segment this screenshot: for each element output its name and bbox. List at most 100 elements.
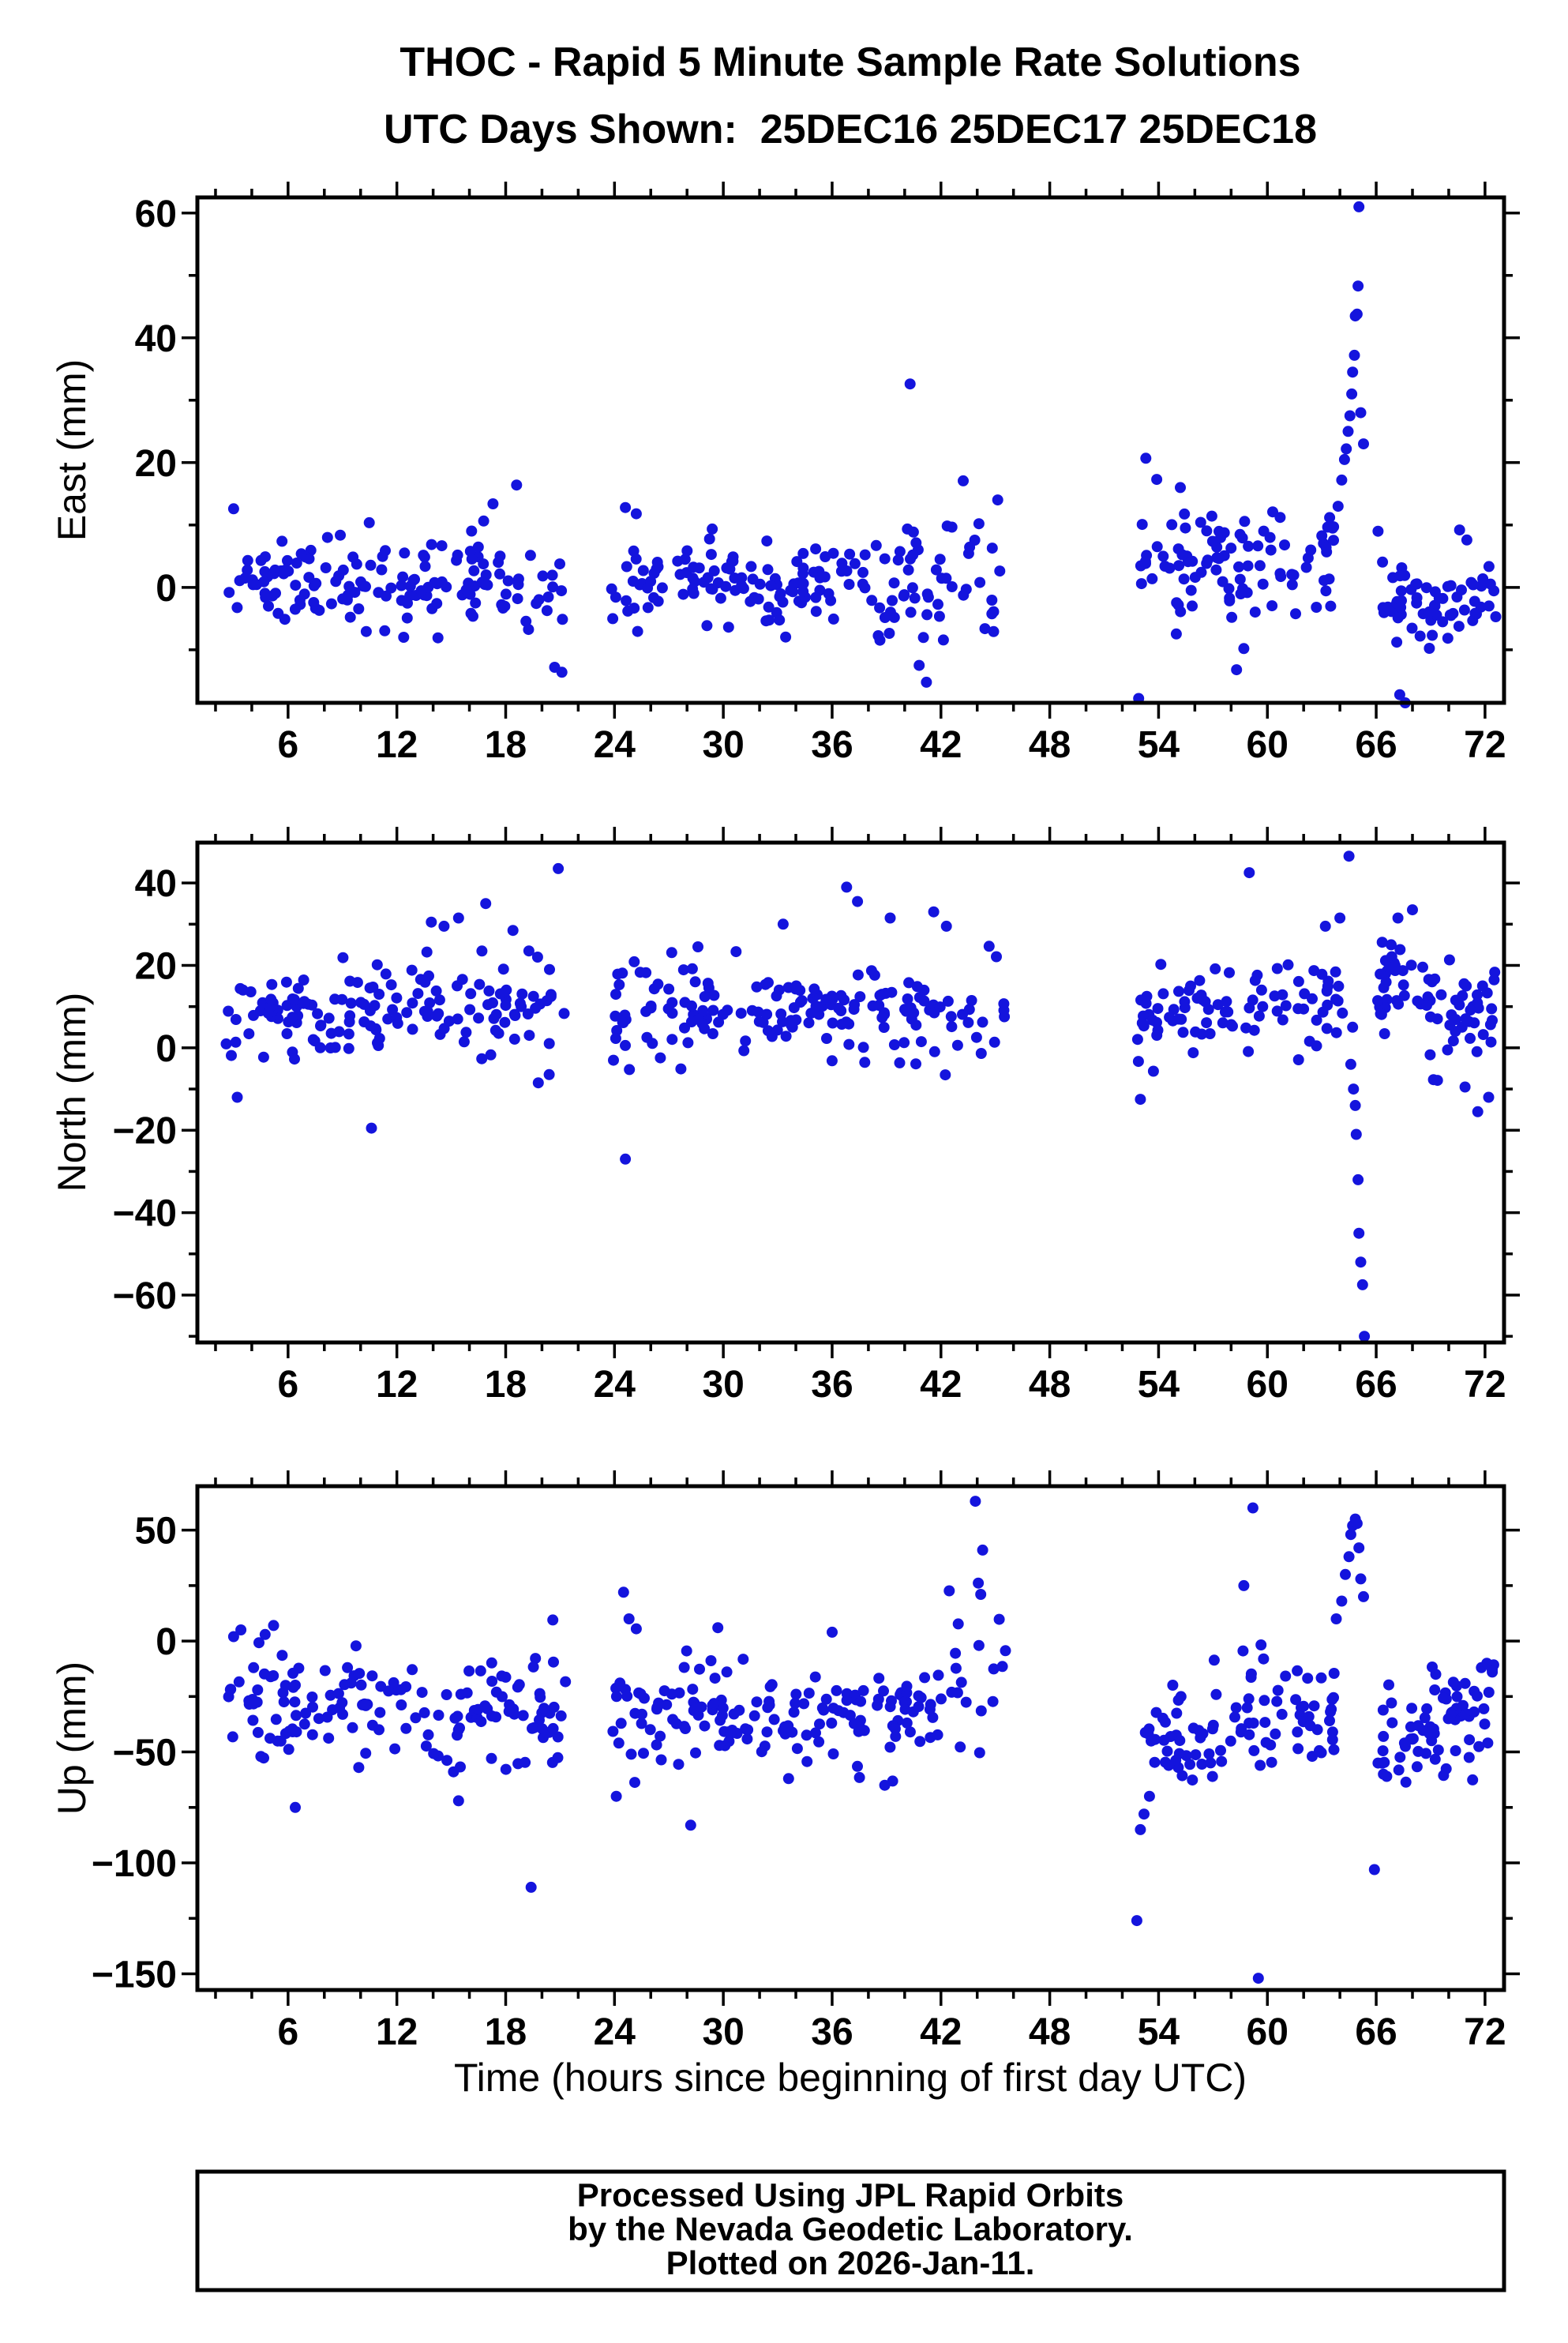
- data-point: [737, 1654, 749, 1665]
- data-point: [396, 1699, 407, 1710]
- data-point: [610, 1790, 622, 1802]
- data-point: [1393, 1764, 1405, 1776]
- data-point: [1175, 606, 1187, 618]
- data-point: [1450, 1745, 1461, 1756]
- data-point: [508, 1033, 520, 1045]
- data-point: [1345, 1058, 1356, 1070]
- data-point: [343, 1028, 354, 1040]
- x-tick-label: 6: [277, 1364, 298, 1406]
- data-point: [991, 951, 1002, 963]
- data-point: [290, 1801, 301, 1813]
- data-point: [1298, 1700, 1310, 1712]
- data-point: [708, 989, 720, 1001]
- data-point: [705, 549, 717, 561]
- data-point: [1469, 1017, 1480, 1029]
- data-point: [686, 1000, 697, 1012]
- data-point: [777, 918, 789, 930]
- data-point: [555, 1710, 567, 1722]
- data-point: [1300, 561, 1312, 573]
- data-point: [1234, 528, 1246, 540]
- data-point: [1393, 998, 1405, 1010]
- data-point: [768, 1714, 780, 1725]
- data-point: [1490, 611, 1502, 622]
- x-tick-label: 36: [811, 724, 853, 766]
- data-point: [835, 565, 847, 577]
- east-frame: [195, 195, 1506, 705]
- data-point: [740, 1035, 752, 1047]
- data-point: [1314, 1744, 1325, 1756]
- data-point: [1454, 999, 1465, 1011]
- data-point: [648, 591, 659, 603]
- data-point: [1483, 1091, 1495, 1103]
- x-tick-label: 60: [1247, 2011, 1289, 2053]
- data-point: [1351, 308, 1363, 320]
- data-point: [823, 588, 835, 599]
- data-point: [543, 1038, 555, 1049]
- data-point: [1486, 1003, 1498, 1015]
- data-point: [1151, 541, 1163, 553]
- data-point: [878, 1685, 889, 1697]
- data-point: [1397, 965, 1409, 977]
- data-point: [482, 999, 493, 1011]
- data-point: [472, 1703, 484, 1715]
- data-point: [903, 977, 915, 989]
- data-point: [1459, 1677, 1471, 1689]
- data-point: [336, 993, 348, 1005]
- data-point: [350, 1640, 362, 1652]
- data-point: [883, 628, 895, 639]
- data-point: [1167, 1680, 1179, 1691]
- data-point: [509, 1010, 521, 1021]
- data-point: [1328, 1668, 1340, 1679]
- x-tick-label: 60: [1247, 724, 1289, 766]
- data-point: [741, 1733, 753, 1745]
- data-point: [1471, 1046, 1483, 1057]
- data-point: [402, 597, 413, 609]
- data-point: [1240, 1022, 1252, 1034]
- data-point: [358, 1698, 370, 1710]
- data-point: [1217, 1017, 1229, 1029]
- data-point: [1380, 976, 1392, 988]
- data-point: [1476, 980, 1488, 992]
- data-point: [312, 1008, 324, 1019]
- data-point: [235, 1624, 247, 1635]
- data-point: [666, 1688, 677, 1700]
- data-point: [814, 1718, 825, 1730]
- data-point: [280, 976, 292, 988]
- data-point: [1139, 556, 1151, 567]
- data-point: [1196, 1028, 1208, 1040]
- data-point: [685, 1819, 696, 1831]
- data-point: [620, 1039, 631, 1051]
- data-point: [468, 565, 480, 576]
- data-point: [1465, 1032, 1476, 1044]
- data-point: [257, 1051, 269, 1063]
- data-point: [1382, 601, 1394, 613]
- data-point: [943, 1585, 955, 1597]
- data-point: [1236, 1723, 1247, 1735]
- data-point: [1461, 534, 1472, 546]
- data-point: [1435, 989, 1447, 1001]
- data-point: [692, 1014, 704, 1026]
- data-point: [1407, 1733, 1419, 1744]
- data-point: [1277, 1014, 1289, 1026]
- data-point: [715, 592, 726, 604]
- data-point: [1419, 1712, 1431, 1724]
- data-point: [1180, 522, 1191, 534]
- data-point: [487, 498, 499, 509]
- data-point: [790, 1688, 802, 1700]
- data-point: [859, 1057, 871, 1068]
- data-point: [1254, 560, 1266, 572]
- data-point: [1472, 1106, 1484, 1117]
- data-point: [637, 565, 649, 576]
- data-point: [1330, 1027, 1342, 1038]
- data-point: [996, 1661, 1008, 1673]
- data-point: [977, 1016, 988, 1028]
- data-point: [629, 1777, 640, 1789]
- data-point: [1271, 963, 1283, 974]
- data-point: [1298, 1003, 1310, 1015]
- data-point: [612, 968, 624, 980]
- data-point: [1311, 602, 1322, 613]
- data-point: [429, 576, 441, 588]
- data-point: [928, 1007, 940, 1019]
- data-point: [745, 595, 756, 607]
